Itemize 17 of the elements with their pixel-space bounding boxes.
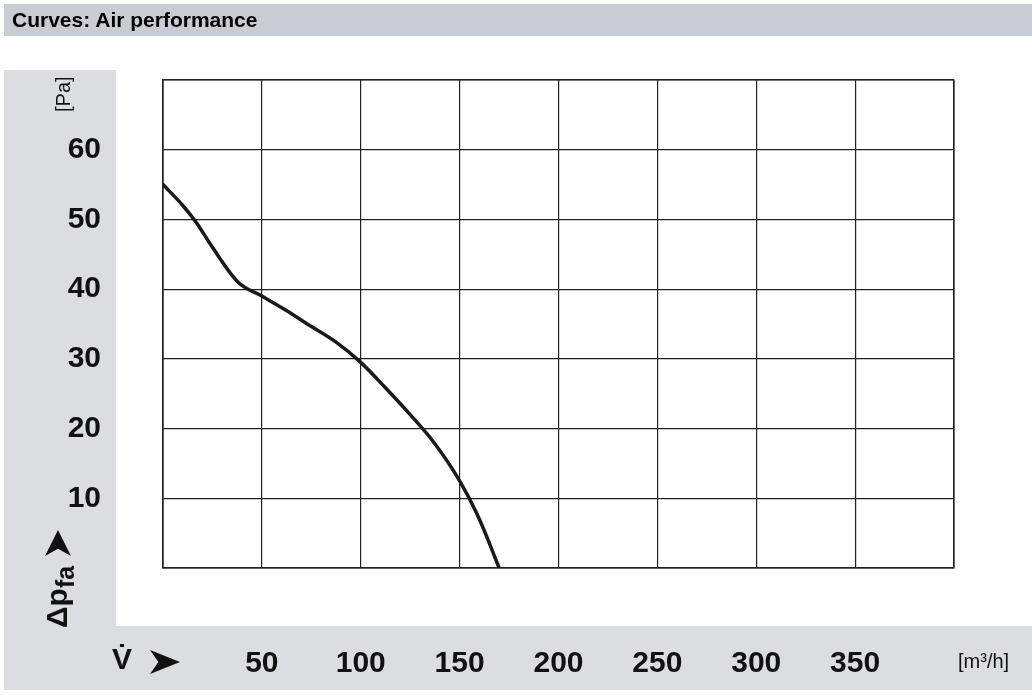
x-tick-label: 350 xyxy=(830,645,881,679)
x-tick-label: 250 xyxy=(632,645,683,679)
chart-title: Curves: Air performance xyxy=(4,4,1032,36)
x-tick-label: 50 xyxy=(245,645,279,679)
y-tick-label: 60 xyxy=(67,130,101,164)
x-axis-title: V̇ xyxy=(112,642,133,676)
y-tick-label: 40 xyxy=(67,270,101,304)
x-tick-label: 100 xyxy=(335,645,386,679)
x-tick-label: 150 xyxy=(434,645,485,679)
text: [Pa] xyxy=(52,76,75,112)
y-tick-label: 20 xyxy=(67,409,101,443)
y-tick-label: 50 xyxy=(67,200,101,234)
text: [m³/h] xyxy=(958,650,1010,673)
y-tick-label: 10 xyxy=(67,479,101,513)
y-tick-label: 30 xyxy=(67,340,101,374)
x-tick-label: 300 xyxy=(731,645,782,679)
x-tick-label: 200 xyxy=(533,645,584,679)
